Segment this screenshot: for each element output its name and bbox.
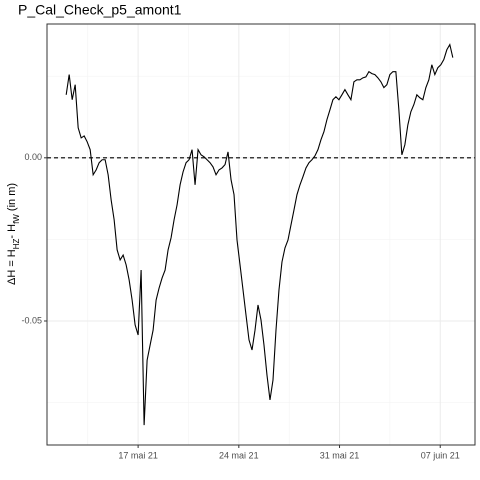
y-tick-label: -0.05 — [21, 315, 42, 325]
y-tick-label: 0.00 — [24, 152, 42, 162]
y-label-part: - H — [6, 224, 18, 239]
y-axis-label: ΔH = HHZ- HfW (in m) — [6, 183, 21, 285]
y-label-sub: fW — [12, 214, 21, 224]
x-tick-label: 31 mai 21 — [320, 450, 360, 460]
x-tick-label: 24 mai 21 — [219, 450, 259, 460]
panel — [47, 24, 475, 445]
y-label-sub: HZ — [12, 238, 21, 249]
chart-title: P_Cal_Check_p5_amont1 — [18, 2, 182, 18]
y-label-part: ΔH = H — [6, 249, 18, 285]
x-tick-label: 07 juin 21 — [421, 450, 460, 460]
panel-border — [46, 23, 476, 446]
data-line — [65, 43, 454, 426]
x-tick-label: 17 mai 21 — [118, 450, 158, 460]
y-label-part: (in m) — [6, 183, 18, 214]
